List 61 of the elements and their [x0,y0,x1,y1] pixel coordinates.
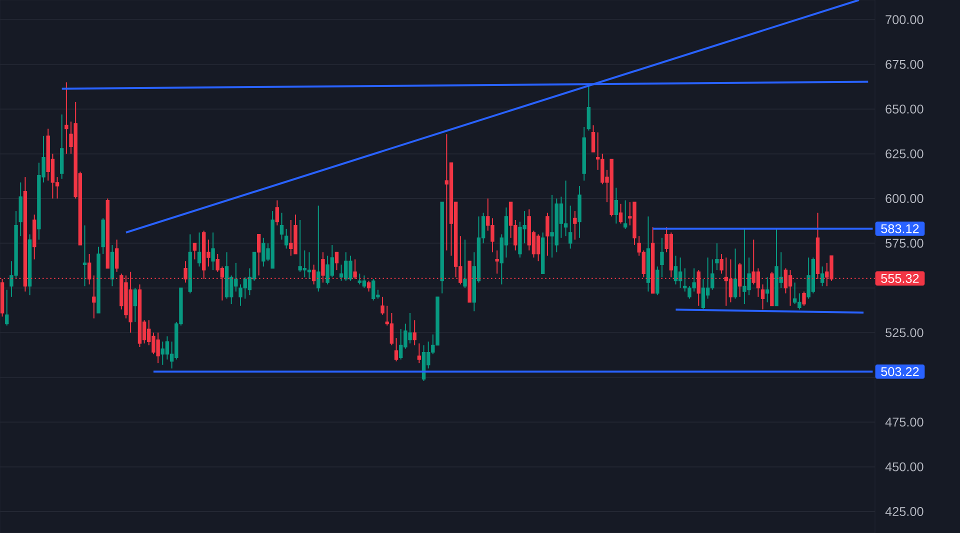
candlestick [591,124,596,153]
candlestick [820,266,824,287]
y-tick-label: 450.00 [885,462,924,472]
candlestick [674,255,678,285]
candlestick [366,280,371,292]
candlestick [192,242,197,260]
candlestick [618,203,623,224]
candlestick [275,200,280,226]
candlestick [733,248,738,300]
y-tick-label: 575.00 [886,238,924,248]
candlestick [623,200,628,230]
candlestick [280,212,284,240]
candlestick [284,228,288,250]
candlestick [720,253,724,274]
candlestick [573,210,577,240]
candlestick [211,232,215,271]
candlestick [316,205,320,292]
candlestick [362,274,366,288]
candlestick [678,257,682,288]
candlestick [133,287,137,322]
ref-line-label: 555.32 [881,274,919,283]
candlestick [82,224,87,287]
candlestick [536,234,540,262]
candlestick [614,187,618,224]
y-tick-label: 675.00 [886,60,924,69]
candlestick [256,234,261,276]
candlestick [444,134,449,251]
candlestick [715,242,719,271]
y-tick-label: 425.00 [885,507,924,516]
candlestick [568,205,572,250]
candlestick [760,284,765,310]
text: 583.12 [881,224,919,234]
candlestick [165,336,170,360]
candlestick [495,250,499,274]
candlestick [766,276,770,303]
text: 503.22 [881,367,919,376]
candlestick [114,239,119,272]
y-tick-label: 650.00 [886,104,924,114]
y-tick-label: 700.00 [886,15,924,24]
candlestick [546,212,550,256]
y-tick-label: 525.00 [886,328,924,338]
candlestick [701,278,706,310]
candlestick [802,291,806,306]
candlestick [660,237,664,278]
candlestick [390,312,394,346]
candlestick [463,239,467,288]
candlestick [656,266,660,296]
candlestick [564,180,568,237]
candlestick [380,296,384,316]
candlestick [412,320,416,346]
candlestick [339,264,344,282]
y-tick-label: 600.00 [886,194,924,204]
y-tick-label: 475.00 [885,418,924,427]
candlestick [334,252,339,271]
candlestick [417,342,422,364]
candlestick [197,232,202,267]
candlestick [307,252,312,280]
candlestick [5,289,9,326]
y-tick-label: 625.00 [886,149,924,158]
candlestick [64,82,68,154]
candlestick [394,338,398,362]
